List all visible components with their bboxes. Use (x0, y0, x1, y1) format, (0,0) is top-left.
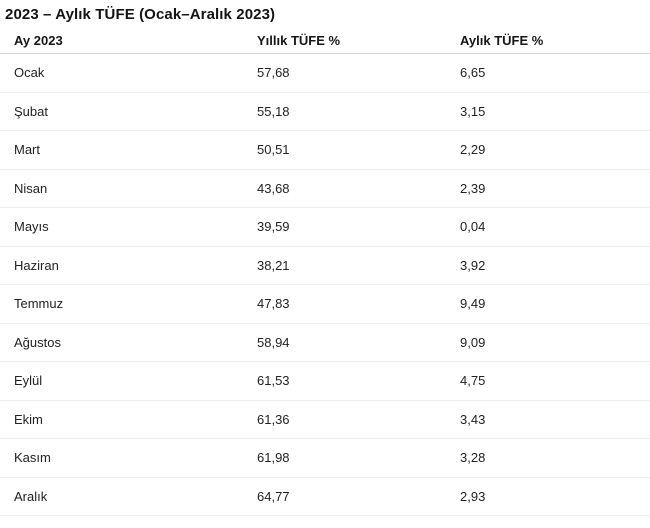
table-row: Eylül 61,53 4,75 (0, 362, 650, 401)
table-row: Temmuz 47,83 9,49 (0, 285, 650, 324)
table-row: Ekim 61,36 3,43 (0, 401, 650, 439)
cell-month: Eylül (14, 373, 43, 389)
table-row: Kasım 61,98 3,28 (0, 439, 650, 478)
cell-monthly: 2,29 (460, 142, 486, 158)
table-row: Aralık 64,77 2,93 (0, 478, 650, 516)
column-header-monthly: Aylık TÜFE % (460, 33, 544, 48)
cell-monthly: 2,39 (460, 180, 486, 196)
table-header-row: Ay 2023 Yıllık TÜFE % Aylık TÜFE % (0, 23, 650, 54)
table-row: Ağustos 58,94 9,09 (0, 324, 650, 362)
cell-monthly: 3,92 (460, 257, 486, 273)
cell-annual: 57,68 (257, 65, 290, 81)
cell-monthly: 6,65 (460, 65, 486, 81)
cell-monthly: 2,93 (460, 488, 486, 504)
cell-annual: 61,53 (257, 373, 290, 389)
cell-annual: 58,94 (257, 334, 290, 350)
cell-monthly: 3,43 (460, 411, 486, 427)
cell-monthly: 9,49 (460, 296, 486, 312)
column-header-annual: Yıllık TÜFE % (257, 33, 341, 48)
table-row: Ocak 57,68 6,65 (0, 54, 650, 93)
cell-annual: 61,36 (257, 411, 290, 427)
cell-month: Şubat (14, 103, 48, 119)
cell-month: Mayıs (14, 219, 49, 235)
cell-annual: 47,83 (257, 296, 290, 312)
cell-monthly: 3,28 (460, 450, 486, 466)
cell-month: Aralık (14, 488, 48, 504)
cell-annual: 64,77 (257, 488, 290, 504)
cell-month: Haziran (14, 257, 59, 273)
cell-month: Temmuz (14, 296, 64, 312)
cell-month: Mart (14, 142, 40, 158)
cell-month: Ocak (14, 65, 45, 81)
cell-monthly: 0,04 (460, 219, 486, 235)
tufe-table: Ay 2023 Yıllık TÜFE % Aylık TÜFE % Ocak … (0, 23, 650, 516)
tufe-page: 2023 – Aylık TÜFE (Ocak–Aralık 2023) Ay … (0, 6, 650, 516)
cell-monthly: 4,75 (460, 373, 486, 389)
table-row: Şubat 55,18 3,15 (0, 93, 650, 131)
cell-monthly: 3,15 (460, 103, 486, 119)
cell-annual: 50,51 (257, 142, 290, 158)
cell-month: Nisan (14, 180, 48, 196)
table-row: Nisan 43,68 2,39 (0, 170, 650, 208)
cell-annual: 38,21 (257, 257, 290, 273)
column-header-month: Ay 2023 (14, 33, 63, 48)
table-row: Mart 50,51 2,29 (0, 131, 650, 170)
cell-month: Kasım (14, 450, 51, 466)
cell-month: Ağustos (14, 334, 61, 350)
cell-annual: 55,18 (257, 103, 290, 119)
cell-annual: 61,98 (257, 450, 290, 466)
cell-annual: 39,59 (257, 219, 290, 235)
cell-month: Ekim (14, 411, 43, 427)
table-row: Mayıs 39,59 0,04 (0, 208, 650, 247)
cell-annual: 43,68 (257, 180, 290, 196)
cell-monthly: 9,09 (460, 334, 486, 350)
table-row: Haziran 38,21 3,92 (0, 247, 650, 285)
page-title: 2023 – Aylık TÜFE (Ocak–Aralık 2023) (5, 6, 276, 23)
